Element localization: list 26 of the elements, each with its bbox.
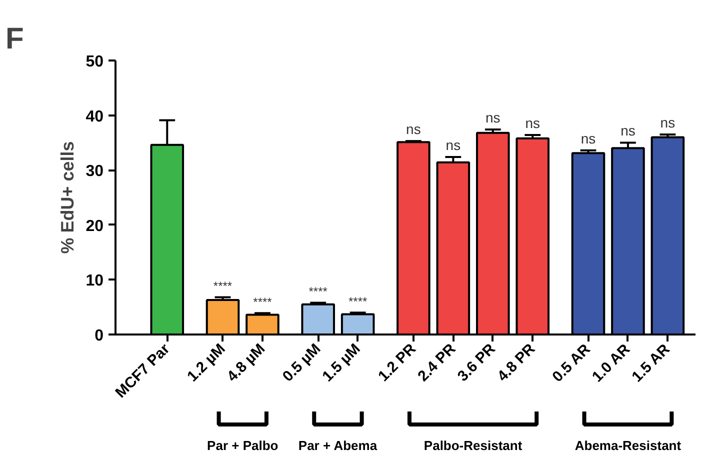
- data-label: ns: [660, 114, 676, 130]
- data-label: ns: [486, 110, 500, 126]
- text: Par + Abema: [298, 438, 378, 453]
- text: Palbo-Resistant: [424, 438, 523, 453]
- data-label: ns: [620, 122, 636, 139]
- x-tick-label: 4.8 PR: [494, 340, 539, 385]
- data-label: ns: [406, 121, 421, 138]
- data-label: ns: [525, 115, 540, 132]
- data-label: ****: [213, 279, 232, 294]
- y-tick-label: 50: [86, 54, 104, 70]
- chart-title: F: [6, 22, 24, 56]
- text: Abema-Resistant: [574, 438, 682, 453]
- y-tick-label: 20: [86, 218, 104, 235]
- y-tick-label: 30: [86, 163, 104, 180]
- y-tick-label: 40: [86, 108, 104, 126]
- data-label: ****: [348, 294, 368, 309]
- text: Par + Palbo: [207, 438, 278, 453]
- data-label: ns: [446, 136, 461, 153]
- data-label: ns: [580, 130, 596, 146]
- data-label: ****: [308, 284, 328, 299]
- y-tick-label: 0: [94, 328, 104, 344]
- y-axis-title: % EdU+ cells: [58, 141, 78, 254]
- x-tick-label: 0.5 AR: [549, 340, 594, 386]
- x-tick-label: 1.2 µM: [184, 340, 229, 386]
- y-tick-label: 10: [86, 272, 104, 290]
- data-label: ****: [253, 295, 272, 310]
